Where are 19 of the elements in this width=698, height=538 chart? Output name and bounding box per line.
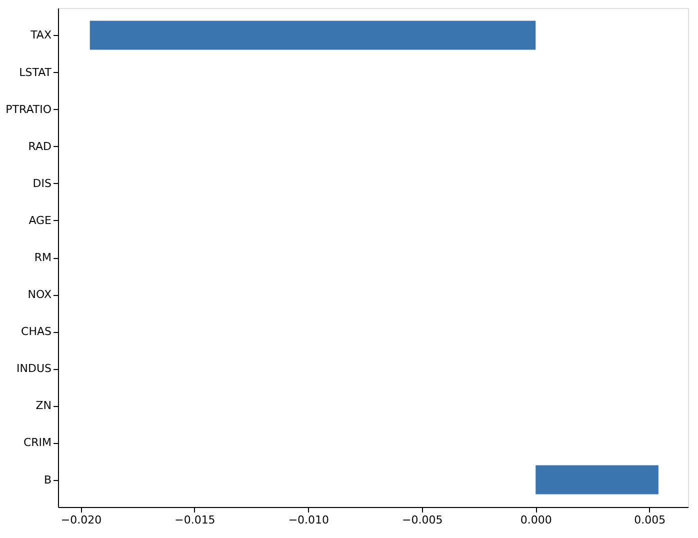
- x-tick-label: 0.005: [634, 514, 666, 526]
- y-tick-label: DIS: [32, 176, 52, 190]
- x-tick-label: −0.015: [174, 514, 216, 526]
- y-tick-label: ZN: [36, 399, 52, 412]
- y-tick-label: RM: [34, 251, 52, 264]
- y-tick-label: INDUS: [16, 362, 52, 376]
- y-tick-label: TAX: [30, 28, 52, 42]
- y-tick-label: CHAS: [21, 325, 52, 338]
- x-tick-label: −0.020: [60, 514, 102, 526]
- x-tick-label: −0.005: [402, 514, 443, 526]
- y-tick-label: AGE: [28, 214, 52, 227]
- y-tick-label: RAD: [28, 140, 52, 153]
- x-tick-label: −0.010: [288, 514, 330, 526]
- y-tick-label: NOX: [28, 288, 52, 302]
- y-tick-label: LSTAT: [19, 66, 52, 79]
- y-tick-label: B: [44, 473, 52, 486]
- y-tick-label: PTRATIO: [6, 102, 52, 116]
- x-tick-label: 0.000: [520, 514, 552, 526]
- y-tick-label: CRIM: [23, 436, 52, 450]
